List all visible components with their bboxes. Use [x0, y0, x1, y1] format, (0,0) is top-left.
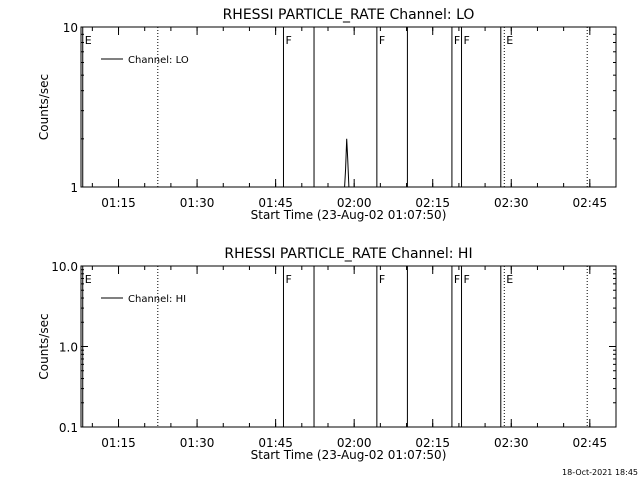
x-tick-label: 02:00 [337, 436, 372, 450]
y-tick-label: 1.0 [59, 341, 78, 355]
event-flag-label: F [379, 273, 385, 286]
y-tick-label: 1 [70, 181, 78, 195]
series-line [344, 138, 350, 188]
plot-frame [80, 26, 617, 188]
chart-panel-2: RHESSI PARTICLE_RATE Channel: HI 0.1 1.0 10… [37, 246, 617, 462]
event-flag-label: E [506, 34, 513, 47]
event-flag-label: F [454, 273, 460, 286]
x-tick-label: 01:15 [101, 436, 136, 450]
x-tick-label: 02:30 [494, 196, 529, 210]
y-tick-label: 10.0 [51, 260, 78, 274]
plot-frame [80, 265, 617, 428]
x-tick-label: 02:45 [573, 196, 608, 210]
legend: Channel: LO [101, 55, 189, 66]
event-flag-label: E [85, 34, 92, 47]
x-tick-label: 01:45 [258, 196, 293, 210]
x-tick-label: 02:15 [415, 436, 450, 450]
event-flag-label: F [464, 273, 470, 286]
generation-timestamp: 18-Oct-2021 18:45 [562, 468, 638, 477]
event-flag-label: E [85, 273, 92, 286]
event-flag-label: F [285, 273, 291, 286]
x-tick-label: 01:45 [258, 436, 293, 450]
event-flag-label: F [285, 34, 291, 47]
event-flag-label: F [464, 34, 470, 47]
event-flag-label: F [379, 34, 385, 47]
y-tick-label: 10 [63, 21, 78, 35]
legend-entry: Channel: LO [128, 55, 189, 66]
event-flag-label: F [454, 34, 460, 47]
chart-title: RHESSI PARTICLE_RATE Channel: LO [223, 7, 475, 23]
y-axis-label: Counts/sec [37, 74, 51, 140]
x-tick-label: 02:45 [573, 436, 608, 450]
x-tick-label: 01:30 [180, 436, 215, 450]
event-flag-label: E [506, 273, 513, 286]
x-tick-label: 01:15 [101, 196, 136, 210]
x-tick-label: 02:00 [337, 196, 372, 210]
x-tick-label: 02:15 [415, 196, 450, 210]
chart-title: RHESSI PARTICLE_RATE Channel: HI [224, 246, 472, 262]
chart-panel-1: RHESSI PARTICLE_RATE Channel: LO 1 10 01:15… [37, 7, 617, 222]
x-tick-label: 01:30 [180, 196, 215, 210]
x-axis-label: Start Time (23-Aug-02 01:07:50) [251, 208, 447, 222]
legend: Channel: HI [101, 294, 186, 305]
legend-entry: Channel: HI [128, 294, 186, 305]
y-axis-label: Counts/sec [37, 313, 51, 379]
y-tick-label: 0.1 [59, 421, 78, 435]
x-tick-label: 02:30 [494, 436, 529, 450]
x-axis-label: Start Time (23-Aug-02 01:07:50) [251, 448, 447, 462]
